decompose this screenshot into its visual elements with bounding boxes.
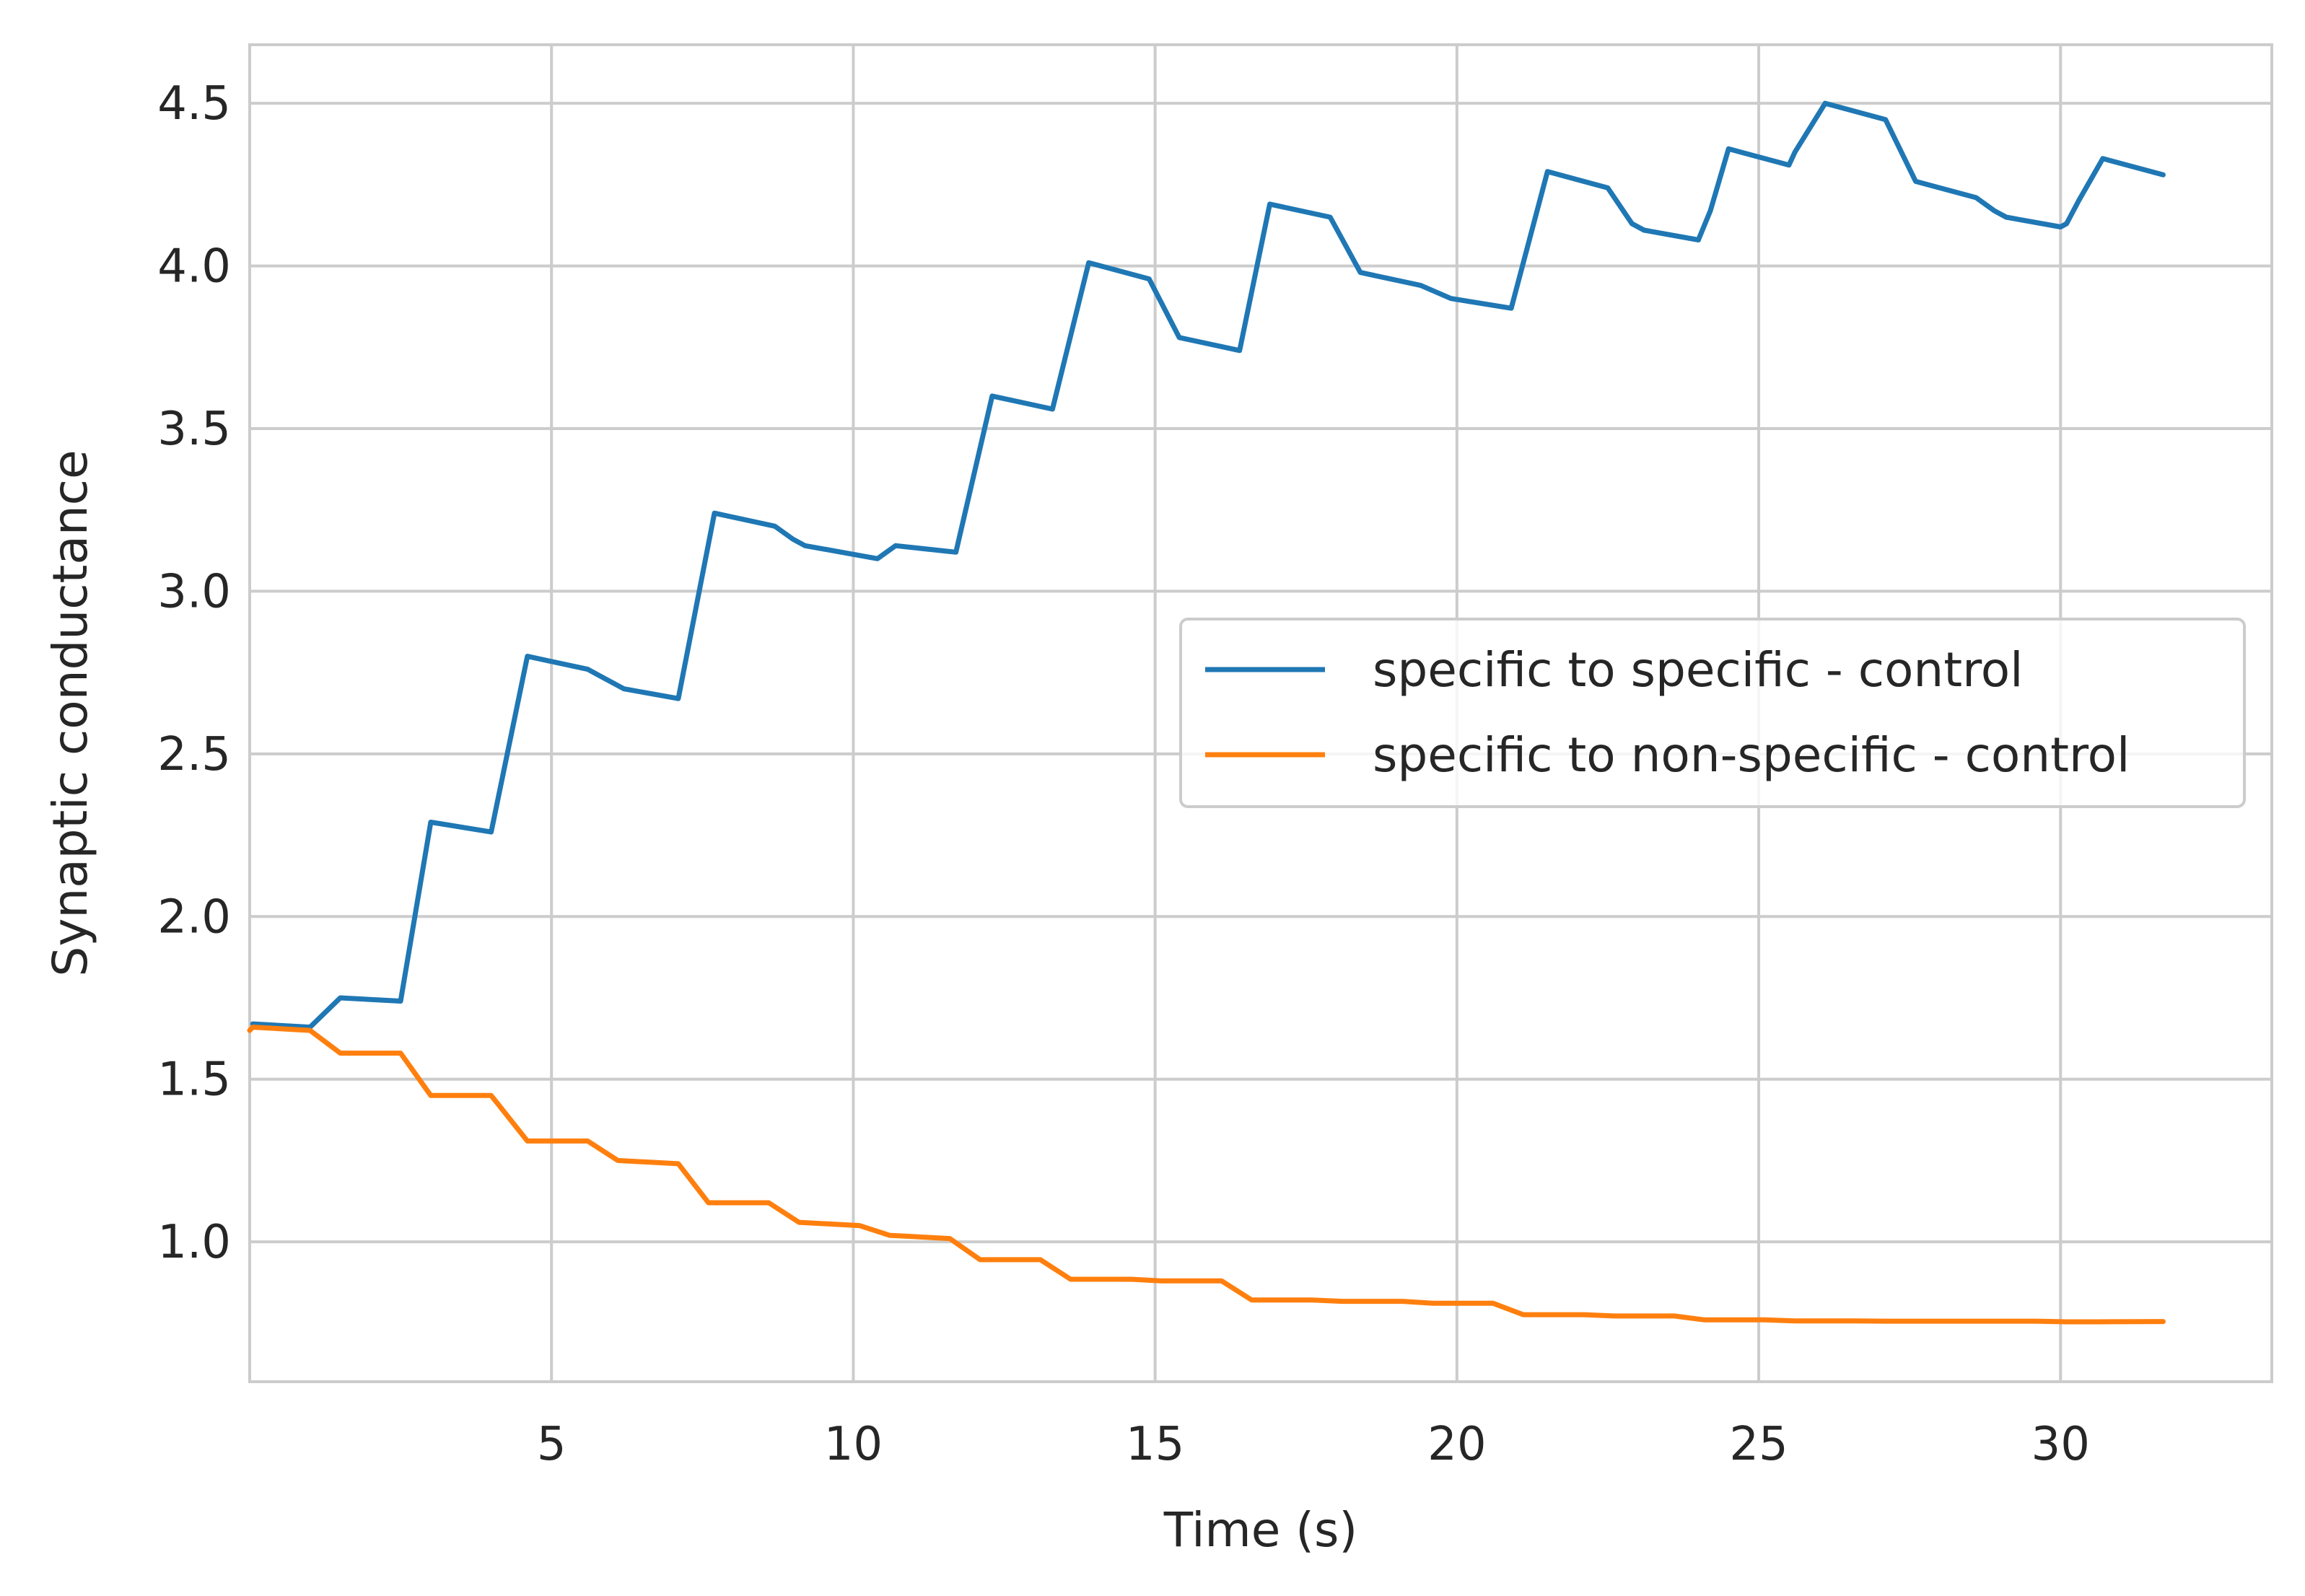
y-tick-label: 1.0 bbox=[157, 1216, 231, 1269]
x-axis-label: Time (s) bbox=[1163, 1502, 1357, 1558]
y-tick-label: 3.5 bbox=[157, 403, 231, 456]
y-tick-label: 4.0 bbox=[157, 240, 231, 294]
x-tick-label: 20 bbox=[1427, 1418, 1486, 1471]
x-tick-label: 15 bbox=[1126, 1418, 1184, 1471]
y-tick-label: 1.5 bbox=[157, 1053, 231, 1107]
x-tick-label: 30 bbox=[2031, 1418, 2090, 1471]
y-tick-label: 3.0 bbox=[157, 565, 231, 618]
y-tick-label: 2.0 bbox=[157, 890, 231, 944]
y-tick-label: 2.5 bbox=[157, 728, 231, 781]
y-tick-label: 4.5 bbox=[157, 77, 231, 131]
x-tick-label: 25 bbox=[1729, 1418, 1788, 1471]
x-tick-label: 5 bbox=[537, 1418, 567, 1471]
series-group bbox=[247, 100, 2166, 1325]
legend-label-specific-to-specific: specific to specific - control bbox=[1373, 642, 2024, 698]
legend-box bbox=[1179, 618, 2246, 808]
legend-label-specific-to-non-specific: specific to non-specific - control bbox=[1373, 727, 2130, 783]
tick-labels: 5 10 15 20 25 30 1.0 1.5 2.0 2.5 3.0 3.5 4.0 4.5 bbox=[157, 77, 2090, 1471]
y-axis-label: Synaptic conductance bbox=[43, 450, 98, 976]
x-tick-label: 10 bbox=[824, 1418, 883, 1471]
legend: specific to specific - control specific … bbox=[1179, 618, 2246, 808]
series-line-specific-to-non-specific bbox=[247, 1025, 2166, 1325]
plot-frame bbox=[248, 43, 2273, 1383]
series-line-specific-to-specific bbox=[250, 100, 2166, 1030]
